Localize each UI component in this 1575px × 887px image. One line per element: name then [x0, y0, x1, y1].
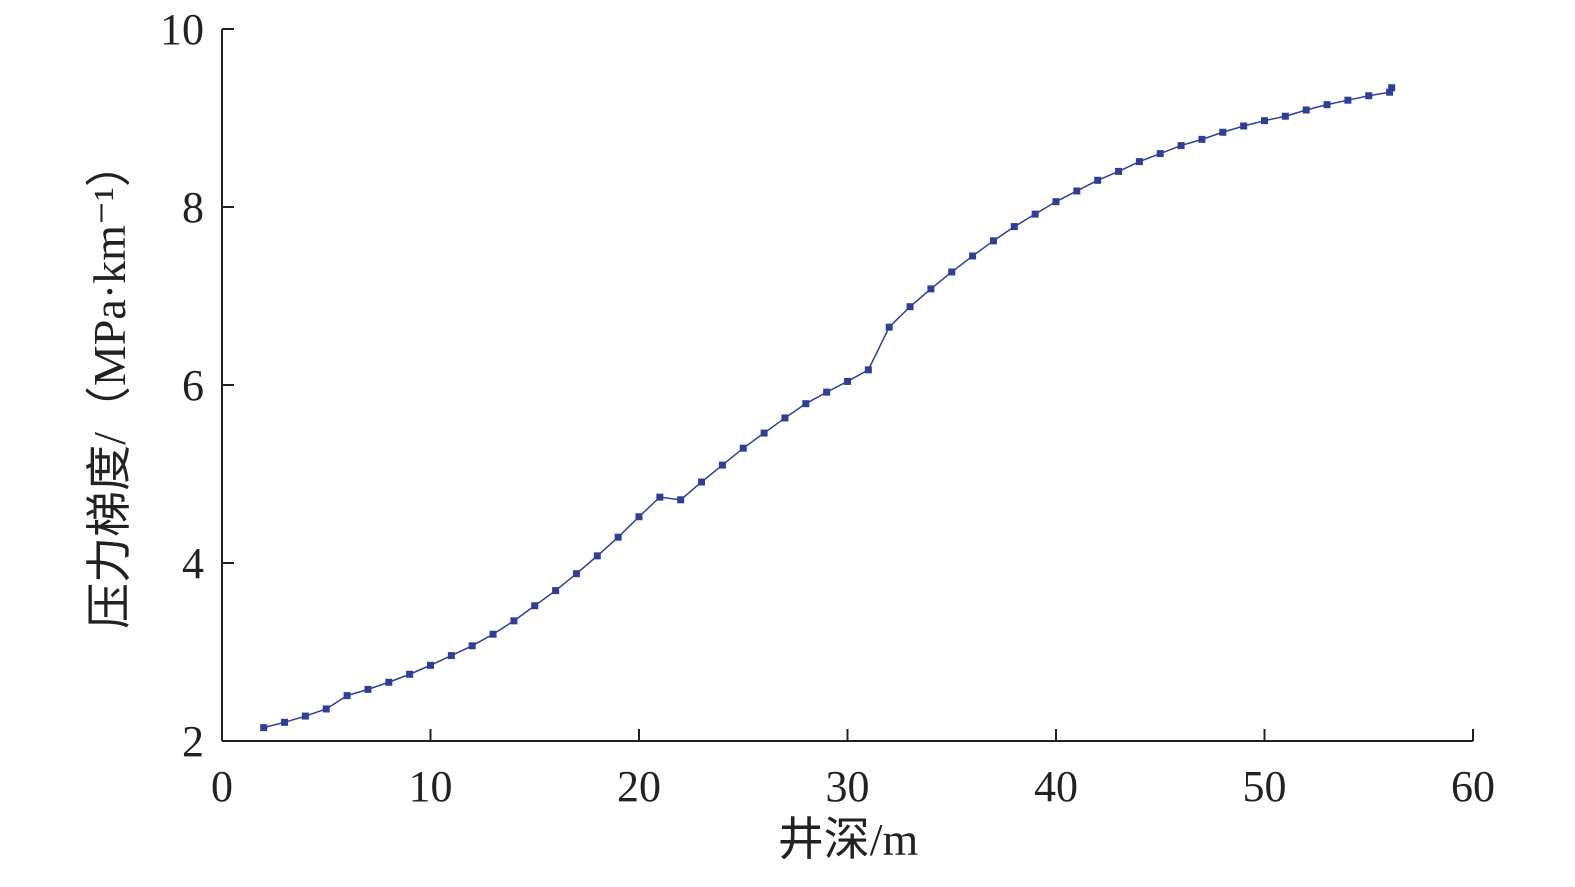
point — [864, 366, 872, 374]
point — [844, 377, 851, 385]
point — [718, 461, 726, 469]
point — [760, 429, 768, 437]
point — [1386, 88, 1394, 96]
point — [468, 642, 476, 650]
series-line — [263, 87, 1393, 729]
point — [1156, 150, 1164, 158]
point — [1281, 112, 1289, 120]
point — [698, 478, 706, 486]
y-tick-label: 10 — [160, 5, 204, 54]
point — [510, 617, 518, 625]
point — [1323, 101, 1331, 109]
point — [593, 552, 601, 560]
y-tick-label: 2 — [182, 717, 204, 766]
point — [781, 414, 789, 422]
point — [281, 718, 289, 726]
point — [1219, 128, 1227, 136]
point — [823, 388, 831, 396]
y-axis-label: 压力梯度/（MPa·km⁻¹） — [84, 141, 135, 629]
point — [635, 513, 643, 521]
x-tick-label: 10 — [409, 762, 453, 811]
point — [447, 652, 455, 660]
x-tick-label: 0 — [211, 762, 233, 811]
point — [260, 724, 268, 732]
point — [531, 602, 539, 610]
x-tick-label: 30 — [826, 762, 870, 811]
point — [1261, 117, 1268, 125]
point — [1010, 223, 1018, 231]
point — [427, 661, 434, 669]
x-tick-label: 20 — [617, 762, 661, 811]
x-axis-label: 井深/m — [778, 814, 919, 865]
point — [1344, 96, 1352, 104]
point — [406, 670, 414, 678]
point — [927, 285, 935, 293]
point — [1052, 198, 1060, 206]
x-tick-label: 40 — [1034, 762, 1078, 811]
point — [364, 685, 372, 693]
point — [948, 268, 956, 276]
point — [969, 252, 977, 260]
point — [739, 444, 747, 452]
point — [1198, 135, 1206, 143]
point — [1031, 210, 1039, 218]
y-tick-label: 8 — [182, 183, 204, 232]
point — [885, 323, 893, 331]
point — [1115, 167, 1123, 175]
point — [1135, 158, 1143, 166]
point — [1073, 187, 1081, 195]
point — [614, 533, 622, 541]
y-tick-label: 4 — [182, 539, 204, 588]
point — [1365, 92, 1373, 100]
point — [385, 678, 393, 686]
y-tick-label: 6 — [182, 361, 204, 410]
point — [572, 570, 580, 578]
point — [1177, 142, 1185, 150]
point — [1094, 176, 1102, 184]
point — [343, 692, 351, 700]
x-tick-label: 50 — [1243, 762, 1287, 811]
point — [301, 712, 309, 720]
point — [656, 493, 664, 501]
point — [1388, 84, 1396, 92]
point — [989, 237, 997, 245]
point — [677, 496, 685, 504]
point — [1240, 122, 1248, 130]
x-tick-label: 60 — [1451, 762, 1495, 811]
point — [322, 705, 330, 713]
point — [802, 400, 810, 408]
point — [489, 630, 497, 638]
point — [906, 303, 914, 311]
point — [552, 587, 560, 595]
point — [1302, 106, 1310, 114]
